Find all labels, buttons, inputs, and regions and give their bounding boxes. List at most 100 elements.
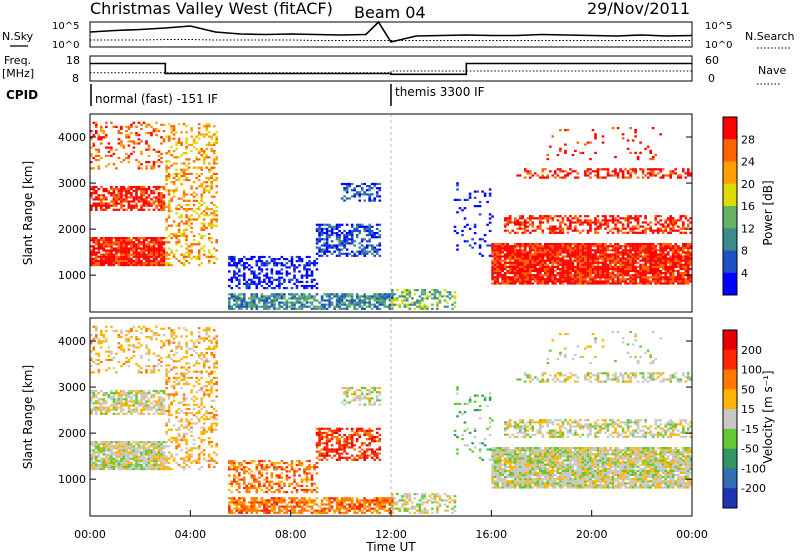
power-cell-2799 [544,265,547,268]
power-cell-1463 [308,295,311,298]
power-cell-4387 [581,151,585,154]
power-cell-3552 [646,253,650,256]
power-cell-476 [120,190,123,193]
velocity-cell-34 [95,441,98,444]
power-cell-2395 [488,254,492,257]
power-cell-2984 [569,261,572,264]
power-cell-2538 [508,263,512,266]
power-cell-3796 [682,265,685,268]
power-colorbar-tick-3: 16 [741,200,755,213]
power-cell-2908 [559,267,562,271]
power-cell-3090 [584,280,587,283]
power-cell-2330 [451,307,454,310]
power-cell-4345 [661,168,665,171]
power-cell-3986 [569,225,572,228]
power-cell-3359 [619,247,622,250]
power-cell-2679 [526,243,530,246]
power-cell-1502 [328,297,331,300]
power-cell-3693 [666,265,670,268]
power-cell-574 [150,202,153,205]
velocity-cell-359 [160,449,163,452]
power-cell-2364 [468,196,472,199]
power-cell-2176 [358,193,361,196]
power-cell-715 [130,140,133,143]
power-cell-23 [95,264,98,267]
power-cell-1640 [388,303,392,306]
power-cell-858 [170,181,173,184]
power-cell-1527 [340,307,344,310]
power-cell-1447 [300,295,304,298]
power-cell-3745 [674,261,677,264]
power-cell-1904 [313,284,316,288]
power-cell-706 [127,156,131,160]
power-cell-529 [135,185,138,189]
power-cell-2052 [350,236,354,239]
velocity-cell-291 [147,455,151,458]
power-cell-3272 [606,249,610,252]
power-cell-1293 [238,307,241,310]
power-cell-712 [127,127,131,131]
power-cell-1223 [210,135,213,138]
power-cell-2494 [501,245,504,248]
power-cell-932 [180,245,183,248]
power-cell-2770 [539,249,542,252]
power-cell-3087 [581,245,585,248]
power-cell-926 [177,141,181,144]
power-cell-1950 [323,238,326,241]
power-cell-3538 [644,245,647,248]
power-cell-3450 [634,282,637,285]
power-cell-3592 [651,247,655,250]
power-cell-143 [117,239,121,242]
power-cell-435 [110,204,113,207]
power-cell-862 [170,137,173,140]
power-cell-2632 [521,263,524,266]
power-cell-2960 [566,272,570,275]
power-cell-3907 [526,221,530,224]
power-cell-1512 [333,293,336,296]
power-cell-2553 [511,269,514,273]
power-cell-2074 [358,246,361,249]
power-cell-2656 [523,253,527,256]
power-cell-2580 [513,251,517,254]
power-cell-2480 [501,282,504,285]
power-cell-346 [157,243,161,246]
velocity-cell-459 [115,389,118,393]
power-cell-2068 [355,229,359,233]
power-cell-2681 [529,280,532,283]
power-cell-3279 [609,272,612,275]
freq-left-tick-bottom: 8 [72,72,79,85]
power-cell-760 [150,167,153,170]
power-cell-2461 [496,243,499,246]
power-cell-3238 [604,282,607,285]
power-cell-3452 [634,278,637,281]
power-cell-1203 [210,224,213,227]
power-cell-716 [130,132,133,135]
velocity-cell-119 [112,441,116,444]
power-cell-1992 [335,248,339,251]
power-cell-9 [90,239,93,242]
power-cell-1321 [248,297,251,300]
power-cell-436 [110,200,113,203]
power-cell-3420 [629,265,632,268]
power-cell-1571 [358,301,361,304]
power-cell-1496 [325,295,329,298]
power-cell-3006 [571,253,575,256]
power-cell-291 [147,251,151,254]
power-cell-4013 [584,219,587,222]
power-cell-3437 [631,269,635,273]
power-cell-453 [115,202,118,205]
power-cell-811 [165,170,168,173]
power-cell-2869 [554,278,557,281]
power-cell-3086 [581,247,585,250]
power-cell-4216 [518,174,522,177]
power-cell-2792 [544,282,547,285]
power-cell-3480 [636,249,640,252]
power-cell-2194 [368,189,371,192]
power-cell-2156 [345,191,349,194]
power-cell-3788 [679,247,683,250]
power-cell-2338 [453,229,457,233]
power-cell-309 [150,237,153,240]
power-cell-3540 [646,282,650,285]
velocity-cell-456 [115,400,118,403]
power-cell-3328 [616,278,620,281]
